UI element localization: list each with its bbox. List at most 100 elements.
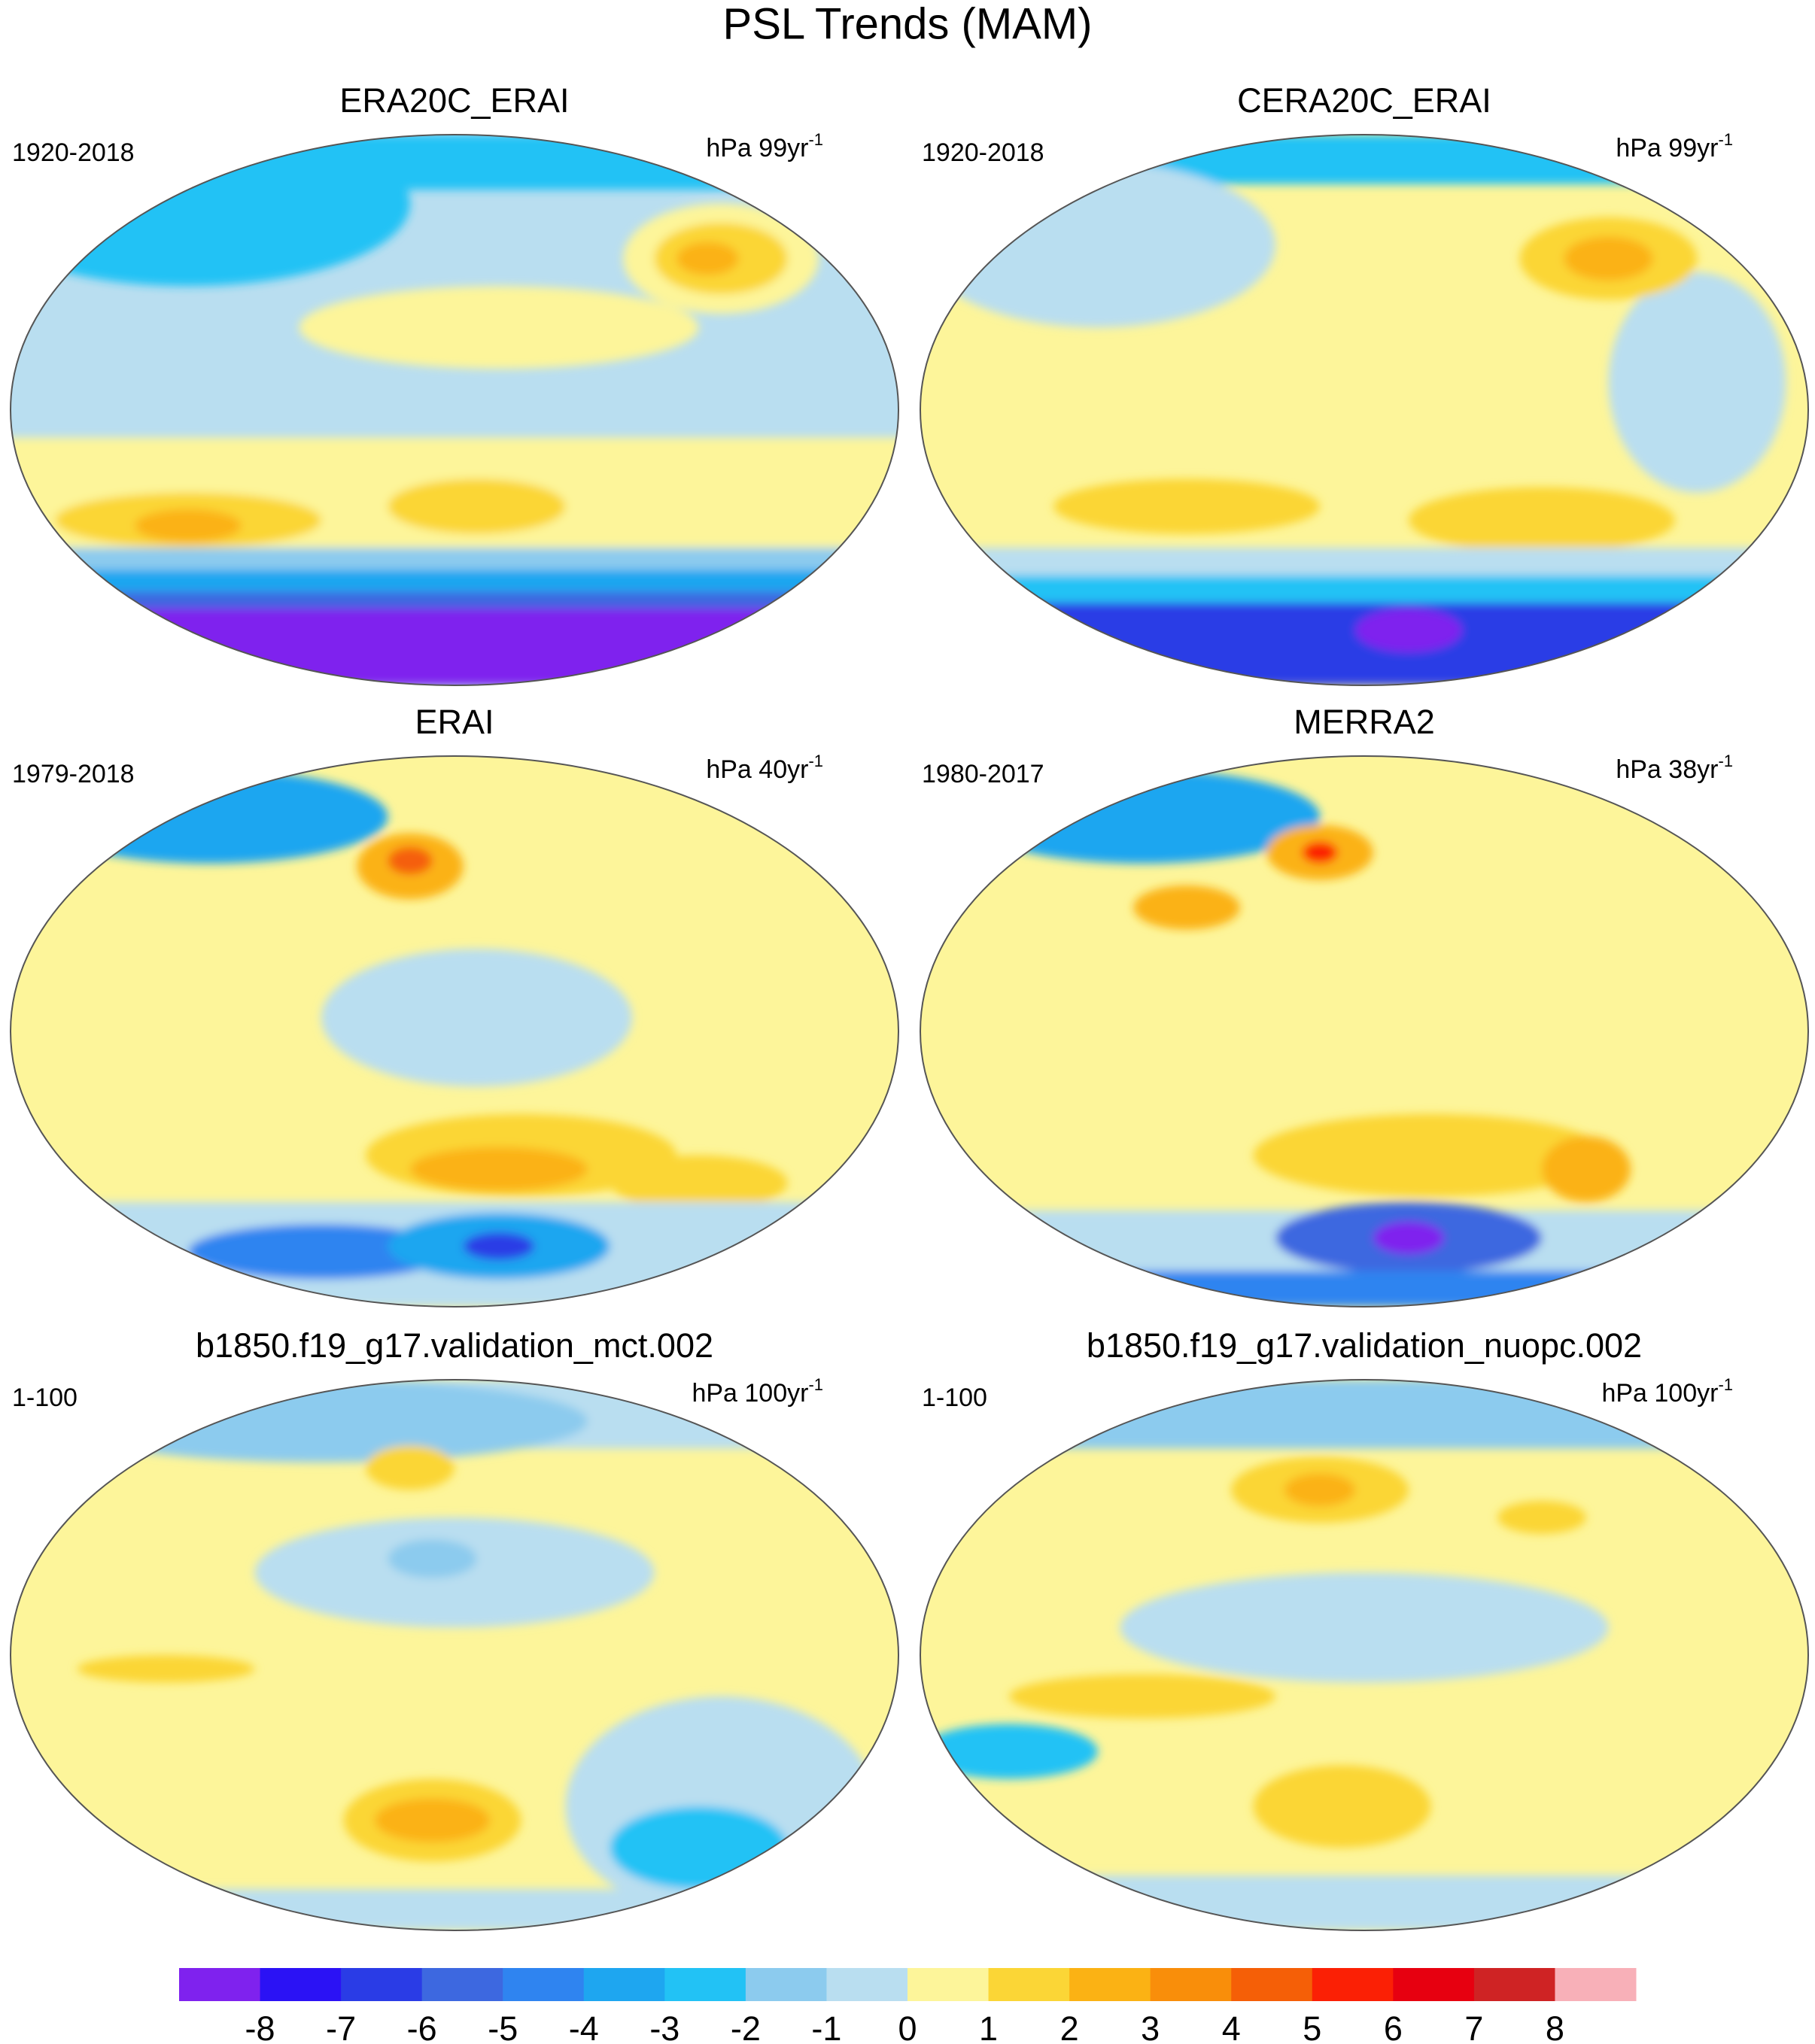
map — [920, 135, 1808, 685]
colorbar-box — [1069, 1968, 1151, 2001]
map — [11, 135, 898, 685]
units-exponent: -1 — [808, 752, 823, 770]
colorbar-label: 4 — [1222, 2009, 1241, 2044]
colorbar-label: -4 — [569, 2009, 599, 2044]
units-exponent: -1 — [808, 1375, 823, 1394]
field-blob — [1053, 478, 1320, 534]
field-band — [920, 603, 1808, 685]
colorbar-box — [179, 1968, 261, 2001]
panel-period: 1-100 — [12, 1383, 78, 1412]
field-blob — [77, 1655, 255, 1683]
field-blob — [920, 1724, 1098, 1779]
panel-title: b1850.f19_g17.validation_mct.002 — [196, 1326, 713, 1365]
field-blob — [565, 1696, 877, 1917]
map-outline — [10, 134, 899, 686]
colorbar-label: -1 — [811, 2009, 841, 2044]
colorbar-box — [1555, 1968, 1637, 2001]
field-blob — [610, 1806, 788, 1890]
colorbar-box — [988, 1968, 1070, 2001]
map-outline — [920, 134, 1809, 686]
field-blob — [1253, 1113, 1609, 1197]
units-exponent: -1 — [1718, 1375, 1733, 1394]
field-blob — [374, 1798, 491, 1842]
panel-period: 1920-2018 — [12, 138, 135, 167]
units: hPa 100yr — [692, 1379, 808, 1408]
panel-title: b1850.f19_g17.validation_nuopc.002 — [1087, 1326, 1642, 1365]
panel-units: hPa 40yr-1 — [706, 752, 823, 784]
colorbar-label: -6 — [407, 2009, 437, 2044]
field-blob — [1497, 1501, 1586, 1534]
colorbar-label: 0 — [898, 2009, 917, 2044]
colorbar-box — [1150, 1968, 1232, 2001]
units: hPa 38yr — [1616, 755, 1718, 784]
field-blob — [366, 1445, 455, 1490]
panel-period: 1-100 — [922, 1383, 987, 1412]
colorbar-box — [421, 1968, 503, 2001]
field-blob — [1253, 1765, 1431, 1848]
colorbar-box — [503, 1968, 585, 2001]
colorbar-box — [1231, 1968, 1313, 2001]
field-band — [11, 608, 898, 685]
field-blob — [299, 286, 699, 369]
colorbar-label: 5 — [1303, 2009, 1321, 2044]
panel-title: MERRA2 — [1294, 703, 1435, 741]
field-band — [11, 569, 898, 592]
field-blob — [321, 949, 632, 1087]
field-blob — [1355, 608, 1462, 653]
map — [11, 1380, 898, 1930]
field-blob — [920, 162, 1275, 328]
field-band — [920, 1875, 1808, 1930]
colorbar-label: 3 — [1141, 2009, 1160, 2044]
units-exponent: -1 — [1718, 130, 1733, 149]
colorbar-label: -5 — [488, 2009, 518, 2044]
map — [920, 1380, 1808, 1930]
colorbar-box — [908, 1968, 990, 2001]
colorbar-box — [1312, 1968, 1394, 2001]
panel-title: ERAI — [415, 703, 494, 741]
colorbar-box — [745, 1968, 827, 2001]
panel-title: CERA20C_ERAI — [1237, 81, 1491, 120]
colorbar-label: -8 — [245, 2009, 275, 2044]
colorbar-label: -2 — [731, 2009, 761, 2044]
field-blob — [1409, 487, 1675, 554]
units: hPa 99yr — [706, 134, 808, 162]
units-exponent: -1 — [1718, 752, 1733, 770]
field-blob — [410, 1147, 588, 1192]
units-exponent: -1 — [808, 130, 823, 149]
panel-units: hPa 99yr-1 — [706, 130, 823, 162]
field-band — [11, 591, 898, 609]
map-outline — [920, 1379, 1809, 1931]
field-blob — [188, 1224, 455, 1280]
map-outline — [10, 1379, 899, 1931]
panel-units: hPa 100yr-1 — [1601, 1375, 1733, 1408]
map — [11, 756, 898, 1307]
panel-units: hPa 100yr-1 — [692, 1375, 823, 1408]
panel-title: ERA20C_ERAI — [339, 81, 569, 120]
colorbar-label: 8 — [1546, 2009, 1564, 2044]
field-blob — [463, 1232, 535, 1260]
colorbar-label: 2 — [1060, 2009, 1079, 2044]
field-band — [11, 1889, 898, 1930]
field-blob — [1373, 1221, 1445, 1255]
field-band — [920, 548, 1808, 576]
field-band — [11, 548, 898, 570]
field-blob — [1302, 841, 1338, 864]
panel-units: hPa 99yr-1 — [1616, 130, 1733, 162]
panel-period: 1980-2017 — [922, 760, 1044, 788]
colorbar-box — [826, 1968, 908, 2001]
field-blob — [1608, 272, 1786, 493]
colorbar-box — [664, 1968, 746, 2001]
colorbar-label: -7 — [326, 2009, 356, 2044]
colorbar-label: -3 — [649, 2009, 679, 2044]
field-band — [920, 1271, 1808, 1307]
field-blob — [676, 241, 739, 275]
colorbar-box — [583, 1968, 665, 2001]
field-blob — [388, 846, 433, 875]
colorbar-box — [341, 1968, 423, 2001]
colorbar-box — [1393, 1968, 1475, 2001]
field-blob — [135, 509, 242, 542]
field-band — [920, 575, 1808, 603]
colorbar-label: 6 — [1384, 2009, 1403, 2044]
